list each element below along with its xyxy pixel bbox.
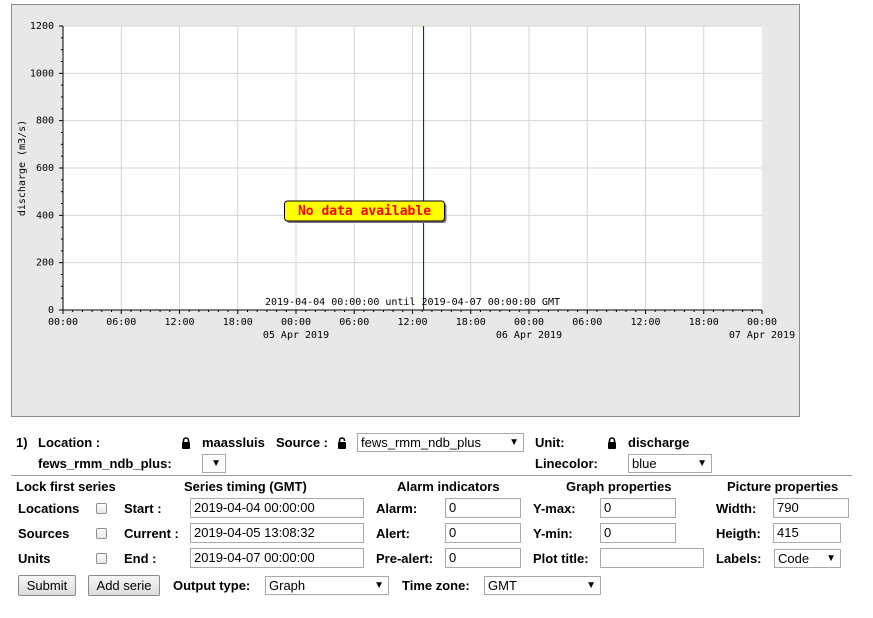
y-tick-label: 1200 — [30, 21, 54, 32]
lock-units-label: Units — [18, 551, 51, 566]
time-zone-select[interactable]: GMT ▼ — [484, 576, 601, 595]
location-value: maassluis — [202, 435, 265, 450]
discharge-chart: 0 200 400 600 800 1000 1200 00:00 06:00 12:00 18:0… — [17, 21, 795, 341]
linecolor-select[interactable]: blue ▼ — [628, 454, 712, 473]
end-input[interactable]: 2019-04-07 00:00:00 — [190, 548, 364, 568]
alarm-section-header: Alarm indicators — [397, 479, 500, 494]
x-tick-label: 00:00 — [281, 317, 311, 328]
alarm-input[interactable]: 0 — [445, 498, 521, 518]
x-tick-label: 00:00 — [48, 317, 78, 328]
chevron-down-icon: ▼ — [509, 437, 519, 448]
y-tick-label: 0 — [48, 305, 54, 316]
source-label: Source : — [276, 435, 329, 450]
x-tick-label: 06:00 — [572, 317, 602, 328]
lock-units-checkbox[interactable] — [96, 553, 107, 564]
height-input[interactable]: 415 — [773, 523, 841, 543]
x-tick-label: 00:00 — [747, 317, 777, 328]
width-label: Width: — [716, 501, 757, 516]
x-tick-label: 18:00 — [223, 317, 253, 328]
start-input[interactable]: 2019-04-04 00:00:00 — [190, 498, 364, 518]
location-select[interactable]: ▼ — [202, 454, 226, 473]
period-text: 2019-04-04 00:00:00 until 2019-04-07 00:… — [265, 297, 560, 308]
lock-section-header: Lock first series — [16, 479, 116, 494]
chevron-down-icon: ▼ — [374, 580, 384, 591]
x-tick-label: 12:00 — [164, 317, 194, 328]
timing-section-header: Series timing (GMT) — [184, 479, 307, 494]
prealert-label: Pre-alert: — [376, 551, 434, 566]
linecolor-label: Linecolor: — [535, 456, 598, 471]
y-tick-label: 200 — [36, 258, 54, 269]
current-label: Current : — [124, 526, 179, 541]
time-zone-select-value: GMT — [488, 578, 517, 593]
plot-title-input[interactable] — [600, 548, 704, 568]
picture-section-header: Picture properties — [727, 479, 839, 494]
output-type-select[interactable]: Graph ▼ — [265, 576, 389, 595]
x-tick-label: 12:00 — [630, 317, 660, 328]
x-tick-label: 06:00 — [106, 317, 136, 328]
ymin-label: Y-min: — [533, 526, 573, 541]
output-type-select-value: Graph — [269, 578, 306, 593]
chevron-down-icon: ▼ — [586, 580, 596, 591]
y-tick-label: 600 — [36, 163, 54, 174]
x-tick-label: 18:00 — [456, 317, 486, 328]
ymin-input[interactable]: 0 — [600, 523, 676, 543]
chevron-down-icon: ▼ — [826, 553, 836, 564]
location-label: Location : — [38, 435, 101, 450]
lock-closed-icon[interactable] — [181, 437, 191, 449]
source-select[interactable]: fews_rmm_ndb_plus ▼ — [357, 433, 524, 452]
separator — [11, 475, 852, 476]
alert-input[interactable]: 0 — [445, 523, 521, 543]
unit-value: discharge — [628, 435, 690, 450]
x-tick-label: 18:00 — [689, 317, 719, 328]
chevron-down-icon: ▼ — [697, 458, 707, 469]
start-label: Start : — [124, 501, 162, 516]
x-tick-label: 00:00 — [514, 317, 544, 328]
x-tick-label: 12:00 — [397, 317, 427, 328]
y-tick-label: 800 — [36, 116, 54, 127]
lock-open-icon[interactable] — [337, 437, 347, 449]
series-index: 1) — [16, 435, 28, 450]
labels-select[interactable]: Code ▼ — [774, 549, 841, 568]
linecolor-select-value: blue — [632, 456, 657, 471]
prealert-input[interactable]: 0 — [445, 548, 521, 568]
time-zone-label: Time zone: — [402, 578, 470, 593]
end-label: End : — [124, 551, 157, 566]
ymax-label: Y-max: — [533, 501, 576, 516]
x-date-label: 05 Apr 2019 — [263, 330, 329, 341]
alert-label: Alert: — [376, 526, 410, 541]
graph-section-header: Graph properties — [566, 479, 672, 494]
y-axis-label: discharge (m3/s) — [17, 120, 28, 216]
y-tick-label: 1000 — [30, 68, 54, 79]
location-source-label: fews_rmm_ndb_plus: — [38, 456, 172, 471]
height-label: Heigth: — [716, 526, 761, 541]
ymax-input[interactable]: 0 — [600, 498, 676, 518]
x-date-label: 07 Apr 2019 — [729, 330, 795, 341]
alarm-label: Alarm: — [376, 501, 418, 516]
labels-select-value: Code — [778, 551, 810, 566]
plot-title-label: Plot title: — [533, 551, 589, 566]
lock-sources-checkbox[interactable] — [96, 528, 107, 539]
add-serie-button[interactable]: Add serie — [88, 575, 160, 596]
chart-panel: 0 200 400 600 800 1000 1200 00:00 06:00 12:00 18:0… — [11, 4, 800, 417]
source-select-value: fews_rmm_ndb_plus — [361, 435, 481, 450]
current-input[interactable]: 2019-04-05 13:08:32 — [190, 523, 364, 543]
width-input[interactable]: 790 — [773, 498, 849, 518]
y-tick-label: 400 — [36, 210, 54, 221]
lock-locations-checkbox[interactable] — [96, 503, 107, 514]
lock-sources-label: Sources — [18, 526, 70, 541]
x-date-label: 06 Apr 2019 — [496, 330, 562, 341]
chevron-down-icon: ▼ — [211, 458, 221, 469]
x-tick-label: 06:00 — [339, 317, 369, 328]
unit-label: Unit: — [535, 435, 565, 450]
lock-closed-icon[interactable] — [607, 437, 617, 449]
labels-label: Labels: — [716, 551, 762, 566]
lock-locations-label: Locations — [18, 501, 80, 516]
no-data-text: No data available — [298, 204, 431, 219]
output-type-label: Output type: — [173, 578, 251, 593]
submit-button[interactable]: Submit — [18, 575, 76, 596]
no-data-box — [284, 200, 445, 222]
